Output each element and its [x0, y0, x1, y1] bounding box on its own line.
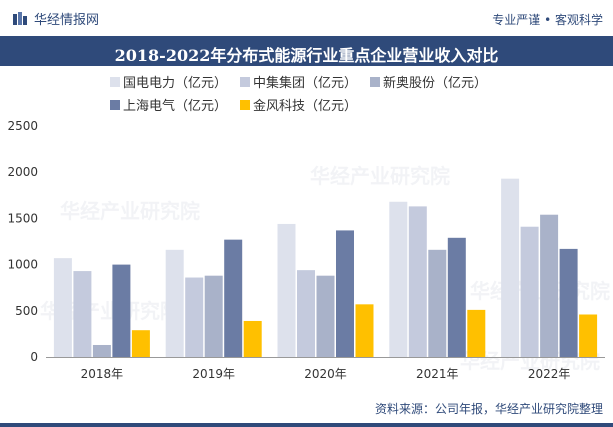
- x-tick-label: 2020年: [304, 367, 347, 381]
- bar: [579, 314, 598, 357]
- legend-label: 上海电气（亿元）: [123, 98, 227, 114]
- x-tick-label: 2021年: [416, 367, 459, 381]
- x-tick-label: 2019年: [192, 367, 235, 381]
- bar: [520, 226, 539, 357]
- bottom-border: [0, 423, 613, 427]
- bar: [112, 264, 131, 357]
- bar: [336, 230, 354, 357]
- bar: [92, 344, 111, 357]
- brand: 华经情报网: [12, 9, 99, 28]
- bar: [297, 270, 315, 357]
- source-note: 资料来源：公司年报，华经产业研究院整理: [374, 402, 603, 416]
- legend-label: 国电电力（亿元）: [123, 76, 227, 91]
- x-tick-label: 2018年: [81, 367, 124, 381]
- chart-title: 2018-2022年分布式能源行业重点企业营业收入对比: [114, 46, 499, 65]
- x-axis: 2018年 2019年 2020年 2021年 2022年: [46, 357, 605, 381]
- bar: [408, 206, 427, 357]
- legend-swatch: [370, 77, 380, 87]
- watermark-text: 华经产业研究院: [470, 279, 610, 303]
- bar: [185, 277, 204, 357]
- x-tick-label: 2022年: [528, 367, 571, 381]
- bar: [277, 223, 296, 357]
- y-tick-label: 2000: [7, 165, 38, 179]
- y-tick-label: 500: [15, 304, 38, 318]
- legend-swatch: [240, 100, 250, 110]
- bar: [243, 320, 262, 357]
- y-tick-label: 1000: [7, 258, 38, 272]
- bar: [224, 239, 243, 357]
- y-tick-label: 2500: [7, 119, 38, 133]
- bar: [559, 248, 578, 357]
- bar: [428, 249, 447, 357]
- bar: [165, 249, 184, 357]
- bar: [355, 304, 374, 357]
- watermark-text: 华经产业研究院: [60, 199, 200, 223]
- legend-swatch: [110, 100, 120, 110]
- bar: [73, 271, 92, 357]
- bar: [467, 309, 486, 357]
- bar: [501, 178, 520, 357]
- bar: [447, 237, 466, 357]
- top-bar: 华经情报网 专业严谨 • 客观科学: [0, 0, 613, 36]
- y-tick-label: 1500: [7, 211, 38, 225]
- legend-label: 中集集团（亿元）: [253, 75, 357, 91]
- brand-logo-icon: [13, 11, 27, 25]
- legend-label: 金风科技（亿元）: [253, 98, 357, 114]
- legend-swatch: [110, 77, 120, 87]
- y-axis: 0 500 1000 1500 2000 2500: [7, 119, 38, 364]
- bar: [131, 330, 150, 357]
- bar: [540, 214, 559, 357]
- chart-legend: 国电电力（亿元） 中集集团（亿元） 新奥股份（亿元） 上海电气（亿元） 金风科技（亿元）: [110, 75, 487, 114]
- bars: [53, 178, 598, 357]
- title-bar: 2018-2022年分布式能源行业重点企业营业收入对比: [0, 36, 613, 66]
- y-tick-label: 0: [30, 350, 38, 364]
- slogan: 专业严谨 • 客观科学: [492, 13, 603, 27]
- bar: [204, 275, 223, 357]
- brand-name: 华经情报网: [34, 13, 100, 28]
- legend-label: 新奥股份（亿元）: [383, 75, 487, 91]
- bar: [389, 201, 408, 357]
- legend-swatch: [240, 77, 250, 87]
- watermark-text: 华经产业研究院: [310, 164, 450, 188]
- bar: [316, 275, 335, 357]
- bar: [53, 258, 72, 357]
